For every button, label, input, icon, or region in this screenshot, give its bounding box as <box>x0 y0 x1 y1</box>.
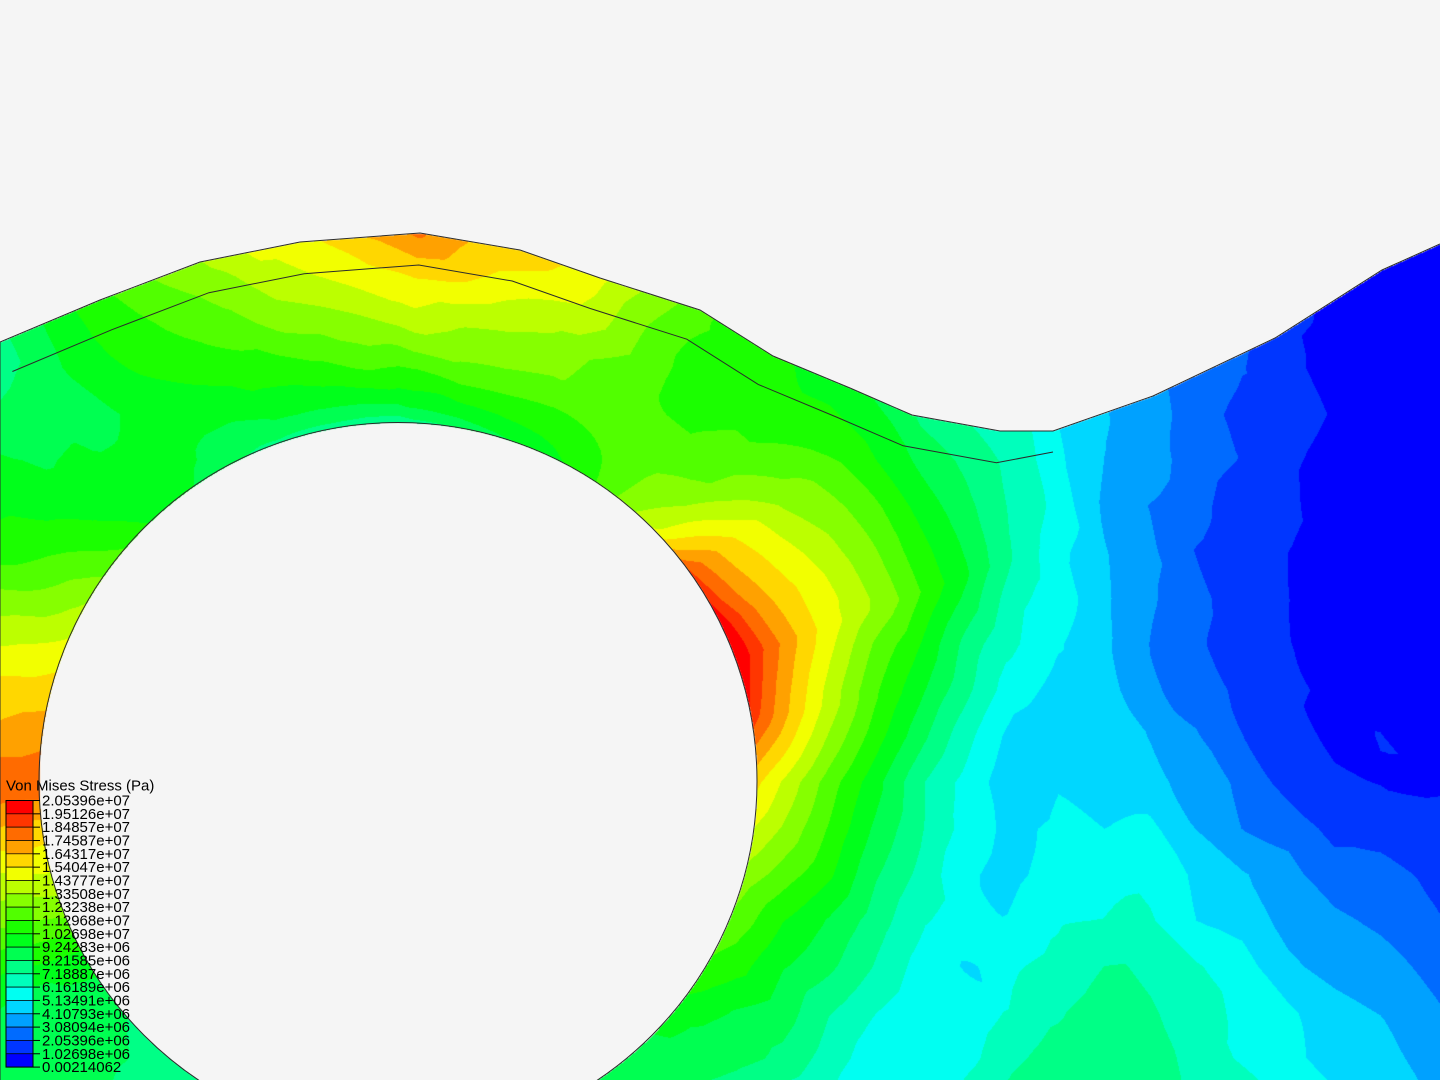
svg-text:0.00214062: 0.00214062 <box>42 1059 121 1076</box>
